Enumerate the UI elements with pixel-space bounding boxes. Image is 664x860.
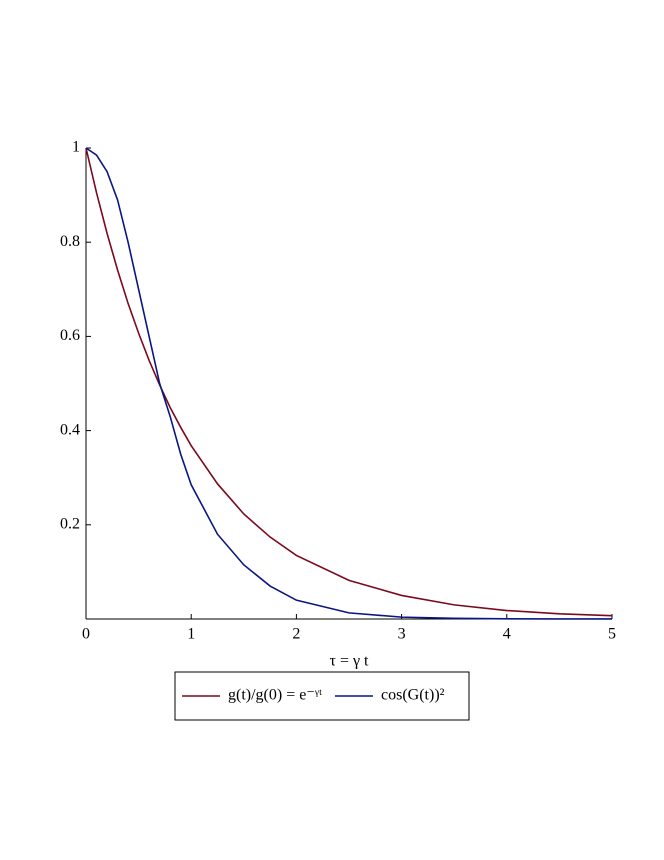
x-tick-label: 5 [608,626,616,643]
x-axis-label: τ = γ t [330,653,370,670]
legend-label: g(t)/g(0) = e⁻ᵞᵗ [228,687,322,704]
legend-label: cos(G(t))² [381,687,445,704]
y-tick-label: 0.6 [60,327,80,344]
line-series [85,147,613,617]
x-tick-label: 4 [503,626,511,643]
x-tick-label: 2 [292,626,300,643]
y-tick-label: 0.2 [60,515,80,532]
y-tick-label: 0.8 [60,233,80,250]
y-tick-label: 0.4 [60,421,80,438]
line-series [85,147,613,620]
x-tick-label: 0 [82,626,90,643]
x-tick-label: 1 [187,626,195,643]
y-tick-label: 1 [72,139,80,156]
x-tick-label: 3 [398,626,406,643]
legend-box [174,671,470,721]
